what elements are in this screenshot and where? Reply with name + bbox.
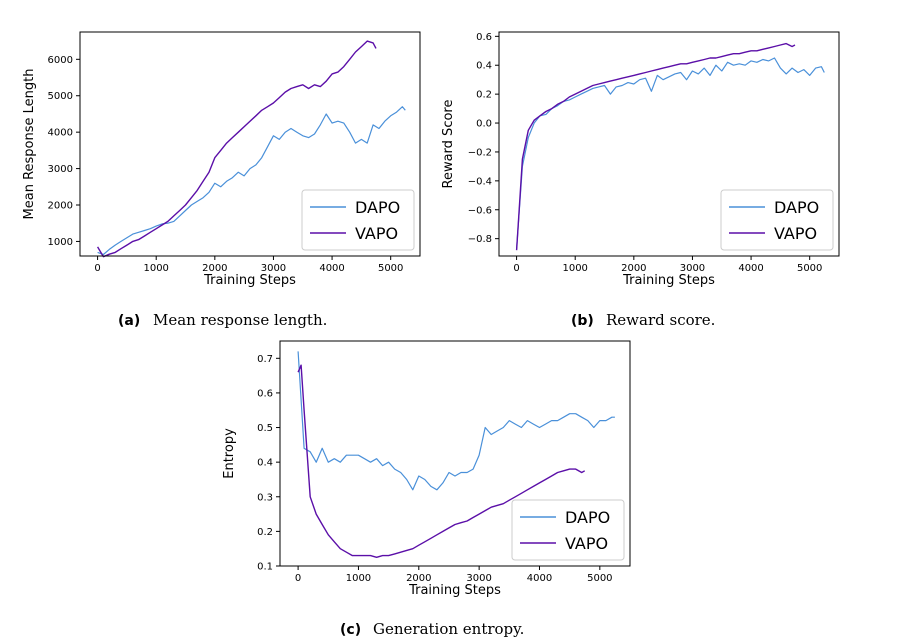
chart-panel-a: 0 1000 2000 3000 4000 5000 1000 2000 3000 4000 500… <box>22 31 421 288</box>
x-tick-label: 5000 <box>378 263 403 274</box>
plot-frame <box>279 340 631 567</box>
x-tick-label: 4000 <box>527 573 552 584</box>
caption-tag-b: (b) <box>571 313 594 329</box>
legend-label-vapo: VAPO <box>774 224 817 243</box>
y-axis-label: Mean Response Length <box>22 69 37 220</box>
y-tick-label: 0.1 <box>257 562 273 573</box>
y-tick-label: 0.4 <box>476 61 492 72</box>
plot-frame <box>498 31 840 257</box>
y-axis-label: Entropy <box>222 428 237 479</box>
y-tick-label: 0.5 <box>257 423 273 434</box>
x-tick-label: 2000 <box>406 573 431 584</box>
x-tick-label: 3000 <box>466 573 491 584</box>
y-tick-label: 6000 <box>48 55 73 66</box>
series-line-dapo <box>97 106 406 256</box>
series-line-vapo <box>96 40 377 258</box>
y-tick-label: 3000 <box>48 164 73 175</box>
legend-box <box>511 499 625 561</box>
caption-c: Generation entropy. <box>373 620 524 638</box>
x-axis-label: Training Steps <box>408 583 501 598</box>
y-tick-label: 1000 <box>48 237 73 248</box>
y-tick-label: 0.7 <box>257 354 273 365</box>
y-tick-label: 4000 <box>48 128 73 139</box>
x-tick-label: 2000 <box>621 263 646 274</box>
chart-panel-c: 0 1000 2000 3000 4000 5000 0.1 0.2 0.3 0.4 0.5 0.6 0… <box>222 340 631 598</box>
legend-box <box>720 189 834 251</box>
caption-tag-c: (c) <box>340 622 361 638</box>
x-tick-label: 5000 <box>587 573 612 584</box>
y-axis-label: Reward Score <box>441 100 456 189</box>
y-tick-label: 0.6 <box>257 388 273 399</box>
y-tick-label: 5000 <box>48 91 73 102</box>
y-tick-label: 0.2 <box>257 527 273 538</box>
caption-a: Mean response length. <box>153 311 327 329</box>
series-line-dapo <box>297 351 615 491</box>
x-tick-label: 1000 <box>346 573 371 584</box>
x-axis-label: Training Steps <box>203 273 296 288</box>
caption-tag-a: (a) <box>118 313 140 329</box>
x-tick-label: 5000 <box>797 263 822 274</box>
legend-label-vapo: VAPO <box>565 534 608 553</box>
y-tick-label: −0.2 <box>468 147 492 158</box>
chart-panel-b: 0 1000 2000 3000 4000 5000 −0.8 −0.6 −0.4 −0.2 0.0… <box>441 31 840 288</box>
y-tick-label: 0.2 <box>476 90 492 101</box>
series-line-vapo <box>297 364 586 558</box>
legend-label-dapo: DAPO <box>774 198 819 217</box>
plot-frame <box>79 31 421 257</box>
y-tick-label: −0.4 <box>468 176 492 187</box>
y-tick-label: 2000 <box>48 201 73 212</box>
x-tick-label: 4000 <box>319 263 344 274</box>
y-tick-label: 0.6 <box>476 32 492 43</box>
y-tick-label: 0.3 <box>257 492 273 503</box>
series-line-dapo <box>516 57 825 249</box>
legend-box <box>301 189 415 251</box>
x-axis-label: Training Steps <box>622 273 715 288</box>
x-tick-label: 3000 <box>680 263 705 274</box>
legend-label-dapo: DAPO <box>565 508 610 527</box>
legend-label-vapo: VAPO <box>355 224 398 243</box>
y-tick-label: −0.6 <box>468 205 492 216</box>
x-tick-label: 1000 <box>143 263 168 274</box>
x-tick-label: 3000 <box>261 263 286 274</box>
x-tick-label: 4000 <box>738 263 763 274</box>
series-line-vapo <box>515 42 796 251</box>
x-tick-label: 0 <box>513 263 519 274</box>
x-tick-label: 2000 <box>202 263 227 274</box>
y-tick-label: −0.8 <box>468 234 492 245</box>
y-tick-label: 0.0 <box>476 119 492 130</box>
x-tick-label: 0 <box>295 573 301 584</box>
x-tick-label: 0 <box>94 263 100 274</box>
x-tick-label: 1000 <box>562 263 587 274</box>
caption-b: Reward score. <box>606 311 715 329</box>
legend-label-dapo: DAPO <box>355 198 400 217</box>
y-tick-label: 0.4 <box>257 458 273 469</box>
